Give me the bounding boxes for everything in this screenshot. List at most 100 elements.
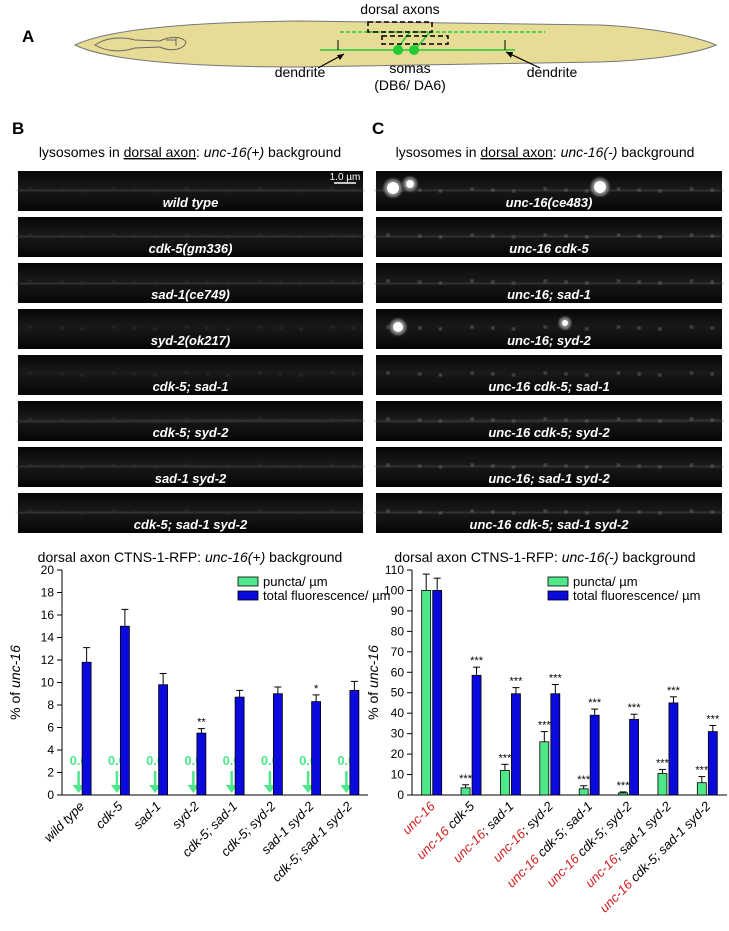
puncta [418, 372, 422, 376]
puncta [616, 233, 621, 237]
puncta [153, 327, 157, 331]
puncta [491, 418, 495, 422]
title-part: dorsal axon CTNS-1-RFP: [38, 549, 205, 565]
bright-spot [594, 181, 606, 193]
puncta [80, 235, 84, 239]
bar [234, 696, 245, 796]
arrow-head [225, 785, 238, 793]
y-tick-label: 20 [41, 563, 55, 577]
puncta [543, 463, 547, 467]
puncta [132, 326, 137, 330]
legend-swatch [237, 590, 259, 601]
puncta [491, 326, 495, 330]
puncta [710, 372, 714, 376]
puncta [470, 463, 474, 467]
puncta [386, 509, 390, 513]
puncta [543, 417, 547, 421]
significance: ** [197, 717, 206, 729]
puncta [511, 327, 516, 331]
significance: *** [510, 676, 524, 688]
puncta [205, 188, 210, 192]
strip-label: unc-16 cdk-5; syd-2 [488, 425, 610, 440]
puncta [28, 233, 32, 237]
puncta [637, 188, 641, 192]
puncta [491, 188, 495, 192]
puncta [386, 371, 390, 375]
puncta [438, 281, 443, 285]
bar [589, 714, 600, 796]
y-tick-label: 50 [391, 686, 405, 700]
y-tick-label: 10 [41, 676, 55, 690]
puncta [543, 509, 547, 513]
significance: *** [549, 673, 563, 685]
puncta [585, 235, 589, 239]
puncta [185, 371, 189, 375]
puncta [80, 327, 84, 331]
strip-label: sad-1 syd-2 [155, 471, 227, 486]
puncta [112, 371, 116, 375]
puncta [60, 418, 64, 422]
heading-part: dorsal axon [480, 144, 552, 160]
bar [539, 741, 550, 796]
puncta [585, 419, 589, 423]
puncta [710, 418, 714, 422]
puncta [585, 189, 589, 193]
puncta [278, 280, 283, 284]
bar [471, 674, 482, 796]
y-tick-label: 8 [47, 698, 54, 712]
puncta [491, 372, 495, 376]
puncta [132, 372, 137, 376]
arrow-head [263, 785, 276, 793]
diagram-label: dorsal axons [360, 1, 439, 17]
puncta [331, 463, 335, 467]
puncta [418, 280, 422, 284]
puncta [491, 464, 495, 468]
puncta [331, 279, 335, 283]
y-tick-label: 0 [397, 788, 404, 802]
heading-part: background [264, 144, 341, 160]
significance: *** [538, 720, 552, 732]
bar [81, 661, 92, 796]
significance: *** [667, 685, 681, 697]
puncta [564, 464, 568, 468]
axon-signal [17, 234, 364, 239]
puncta [80, 373, 84, 377]
y-tick-label: 80 [391, 624, 405, 638]
y-tick-label: 14 [41, 631, 55, 645]
significance: *** [588, 697, 602, 709]
puncta [616, 371, 621, 375]
puncta [616, 509, 621, 513]
bar [550, 693, 561, 796]
puncta [658, 189, 662, 193]
puncta [658, 281, 662, 285]
puncta [112, 233, 116, 237]
significance: *** [617, 780, 631, 792]
puncta [616, 417, 621, 421]
puncta [132, 234, 137, 238]
axon-signal [17, 281, 364, 286]
legend-label: puncta/ µm [573, 574, 638, 589]
puncta [185, 463, 189, 467]
chart-title: dorsal axon CTNS-1-RFP: unc-16(-) backgr… [394, 549, 695, 565]
x-tick-label: wild type [41, 799, 87, 845]
puncta [585, 465, 589, 469]
puncta [205, 418, 210, 422]
puncta [80, 419, 84, 423]
y-tick-label: 10 [391, 768, 405, 782]
title-part: background [619, 549, 696, 565]
puncta [564, 188, 568, 192]
bright-spot [562, 320, 568, 326]
puncta [226, 419, 230, 423]
bright-spot [406, 180, 414, 188]
bar [158, 684, 169, 796]
puncta [470, 187, 474, 191]
puncta [80, 189, 84, 193]
puncta [112, 279, 116, 283]
y-axis-label: % of unc-16 [7, 645, 23, 720]
puncta [60, 326, 64, 330]
puncta [689, 325, 694, 329]
puncta [185, 279, 189, 283]
legend-swatch [237, 576, 259, 587]
puncta [585, 373, 589, 377]
puncta [710, 188, 714, 192]
